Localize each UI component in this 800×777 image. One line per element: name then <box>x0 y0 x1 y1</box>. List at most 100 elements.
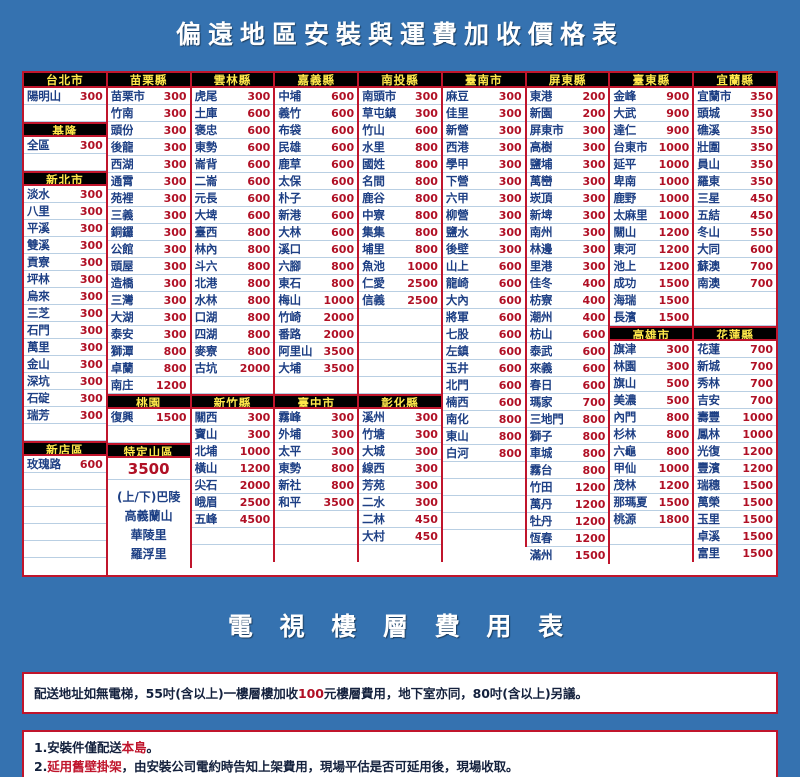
area-name: 瑪家 <box>529 394 553 409</box>
area-price: 700 <box>750 259 774 273</box>
area-name: 臺西 <box>194 224 218 239</box>
price-row: 牡丹 1200 <box>526 513 609 531</box>
area-price: 350 <box>750 140 774 154</box>
area-price: 300 <box>582 242 606 256</box>
area-name: 民雄 <box>278 139 301 154</box>
floor-fee-amount: 100 <box>298 685 324 701</box>
price-row: 大埤 600 <box>191 207 274 225</box>
price-row: 瑪家 700 <box>526 394 609 412</box>
area-price: 800 <box>582 429 606 443</box>
price-row: 羅東 350 <box>694 173 777 191</box>
area-price: 1200 <box>658 225 690 239</box>
area-price: 300 <box>414 478 438 492</box>
area-name: 新營 <box>445 122 469 137</box>
price-row: 玉里 1500 <box>694 511 777 529</box>
price-row: 番路 2000 <box>275 326 358 344</box>
price-row-empty <box>275 377 358 395</box>
area-price: 800 <box>582 463 606 477</box>
price-row-empty <box>359 545 441 562</box>
area-price: 800 <box>498 412 522 426</box>
price-row: 屏東市 300 <box>526 122 609 140</box>
area-name: 茂林 <box>613 477 637 492</box>
price-row: 獅子 800 <box>526 428 609 446</box>
area-name: 礁溪 <box>697 122 720 137</box>
area-price: 1000 <box>407 259 438 273</box>
area-name: 石門 <box>27 322 50 337</box>
area-name: 玫瑰路 <box>27 456 61 471</box>
price-row: 草屯鎮 300 <box>359 105 441 123</box>
price-row: 崙背 600 <box>191 156 274 174</box>
price-row: 左鎮 600 <box>442 343 525 361</box>
price-row: 峨眉 2500 <box>191 494 274 512</box>
price-row: 玉井 600 <box>442 360 525 378</box>
area-name: 深坑 <box>27 373 50 388</box>
area-price: 1200 <box>574 531 606 545</box>
area-price: 300 <box>79 204 103 218</box>
price-row: 大內 600 <box>442 292 525 310</box>
price-row: 三灣 300 <box>107 292 190 310</box>
special-zone-area-list: (上/下)巴陵 高義蘭山 華陵里 羅浮里 <box>108 480 190 568</box>
price-row: 頭份 300 <box>107 122 190 140</box>
area-name: 大武 <box>613 105 637 120</box>
terms-note-text: 2. <box>34 758 48 774</box>
price-row: 內門 800 <box>610 409 693 427</box>
area-name: 新城 <box>697 358 720 373</box>
price-row: 東勢 600 <box>191 139 274 157</box>
area-price: 600 <box>247 123 271 137</box>
price-row: 萬里 300 <box>24 339 106 357</box>
area-name: 旗山 <box>613 375 637 390</box>
region-header: 苗栗縣 <box>107 73 190 89</box>
price-row: 水林 800 <box>191 292 274 310</box>
area-name: 鹿草 <box>278 156 301 171</box>
area-name: 霧台 <box>529 462 553 477</box>
area-name: 和平 <box>278 494 301 509</box>
area-name: 仁愛 <box>362 275 385 290</box>
area-name: 信義 <box>362 292 385 307</box>
price-row: 東山 800 <box>442 428 525 446</box>
area-name: 全區 <box>27 137 50 152</box>
area-price: 700 <box>750 376 774 390</box>
price-row: 枋寮 400 <box>526 292 609 310</box>
price-row-empty <box>359 343 441 361</box>
price-column: 台北市 陽明山 300 基隆 全區 300 新北市 淡水 300 八里 300 平溪 300 雙溪 300 貢… <box>24 73 108 576</box>
price-row: 太保 600 <box>275 173 358 191</box>
area-price: 300 <box>79 340 103 354</box>
page-title: 偏遠地區安裝與運費加收價格表 <box>175 19 624 49</box>
price-row: 烏來 300 <box>24 288 106 306</box>
price-row: 秀林 700 <box>694 375 777 393</box>
price-row: 斗六 800 <box>191 258 274 276</box>
price-row: 鹽埔 300 <box>526 156 609 174</box>
area-price: 300 <box>582 259 606 273</box>
area-price: 350 <box>750 106 774 120</box>
area-name: 水林 <box>194 292 218 307</box>
area-name: 林園 <box>613 358 637 373</box>
area-price: 300 <box>163 259 187 273</box>
price-row: 延平 1000 <box>610 156 693 174</box>
area-price: 600 <box>331 208 355 222</box>
area-name: 南庄 <box>110 377 134 392</box>
area-name: 下營 <box>445 173 469 188</box>
area-name: 內門 <box>613 409 637 424</box>
area-name: 楠西 <box>445 394 469 409</box>
area-name: 二水 <box>362 494 385 509</box>
area-price: 800 <box>163 361 187 375</box>
area-price: 600 <box>582 361 606 375</box>
area-name: 冬山 <box>697 224 720 239</box>
area-price: 1500 <box>155 410 187 424</box>
price-row: 鹽水 300 <box>442 224 525 242</box>
area-name: 高樹 <box>529 139 553 154</box>
price-row: 西湖 300 <box>107 156 190 174</box>
area-name: 峨眉 <box>194 494 218 509</box>
area-name: 尖石 <box>194 477 218 492</box>
price-row: 五峰 4500 <box>191 511 274 529</box>
area-name: 大同 <box>697 241 720 256</box>
area-price: 1500 <box>574 549 606 563</box>
area-name: 達仁 <box>613 122 637 137</box>
area-name: 貢寮 <box>27 254 50 269</box>
area-name: 關山 <box>613 224 637 239</box>
area-name: 林邊 <box>529 241 553 256</box>
area-name: 水里 <box>362 139 385 154</box>
price-row: 竹塘 300 <box>359 426 441 444</box>
price-row-empty <box>192 545 274 562</box>
price-row-empty <box>359 309 441 327</box>
